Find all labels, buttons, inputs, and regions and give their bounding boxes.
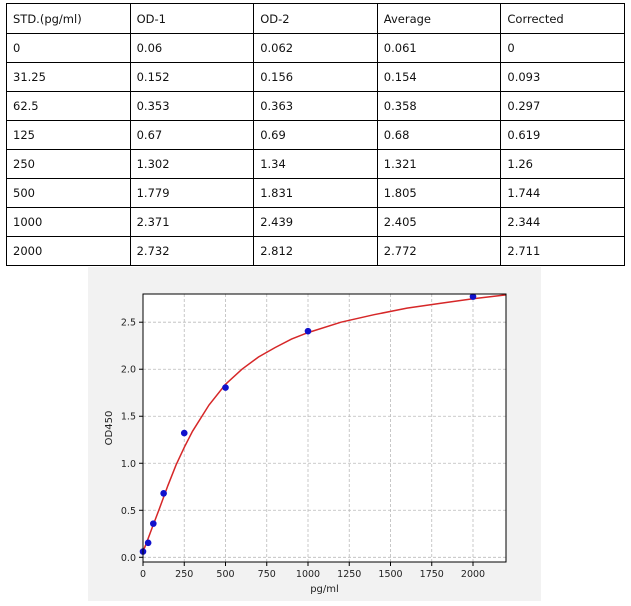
- table-cell: 2.772: [376, 236, 502, 266]
- grid-layer: [142, 294, 506, 562]
- table-cell: 1.831: [253, 178, 378, 208]
- table-cell: 1.302: [129, 149, 255, 179]
- table-cell: 31.25: [6, 62, 131, 92]
- x-tick-label: 500: [216, 569, 234, 580]
- table-cell: 0.062: [253, 33, 378, 63]
- fit-curve-layer: [142, 294, 507, 552]
- x-tick-label: 1000: [296, 569, 320, 580]
- x-axis-label: pg/ml: [310, 584, 339, 595]
- table-cell: 0.619: [500, 120, 625, 150]
- y-tick-label: 0.0: [121, 553, 136, 564]
- header-std: STD.(pg/ml): [6, 3, 131, 34]
- header-od1: OD-1: [129, 3, 255, 34]
- x-tick-label: 250: [175, 569, 193, 580]
- y-tick-label: 0.5: [121, 506, 136, 517]
- table-cell: 1000: [6, 207, 131, 237]
- y-tick-label: 1.0: [121, 459, 136, 470]
- chart-panel: 0 250 500 750 1000 1250 1500 1750 2000 0.0 0.5 1.0 1…: [88, 267, 541, 601]
- y-tick-label: 2.0: [121, 365, 136, 376]
- table-cell: 0.154: [376, 62, 502, 92]
- table-cell: 1.744: [500, 178, 625, 208]
- table-cell: 2.344: [500, 207, 625, 237]
- table-cell: 2.371: [129, 207, 255, 237]
- standard-curve-chart: 0 250 500 750 1000 1250 1500 1750 2000 0.0 0.5 1.0 1…: [104, 293, 507, 595]
- ticks-layer: 0 250 500 750 1000 1250 1500 1750 2000 0.0 0.5 1.0 1…: [121, 318, 485, 580]
- table-row: 2000 2.732 2.812 2.772 2.711: [6, 236, 625, 266]
- data-point: [160, 490, 167, 497]
- table-row: 31.25 0.152 0.156 0.154 0.093: [6, 62, 625, 92]
- x-tick-label: 1750: [420, 569, 444, 580]
- table-cell: 250: [6, 149, 131, 179]
- data-point: [222, 384, 229, 391]
- table-cell: 0.06: [129, 33, 255, 63]
- table-cell: 2.732: [129, 236, 255, 266]
- table-cell: 0.358: [376, 91, 502, 121]
- table-header-row: STD.(pg/ml) OD-1 OD-2 Average Corrected: [6, 3, 625, 34]
- data-point: [469, 293, 477, 300]
- fit-curve-line: [142, 294, 507, 552]
- table-cell: 0.297: [500, 91, 625, 121]
- table-cell: 125: [6, 120, 131, 150]
- x-tick-label: 0: [140, 569, 146, 580]
- table-cell: 0: [6, 33, 131, 63]
- data-point: [304, 327, 312, 335]
- data-point: [144, 539, 152, 547]
- header-average: Average: [376, 3, 502, 34]
- table-cell: 2.405: [376, 207, 502, 237]
- table-cell: 0.69: [253, 120, 378, 150]
- table-cell: 0.061: [376, 33, 502, 63]
- data-point: [180, 429, 188, 437]
- standard-curve-table: STD.(pg/ml) OD-1 OD-2 Average Corrected …: [6, 3, 625, 266]
- table-cell: 0.363: [253, 91, 378, 121]
- y-axis-label: OD450: [104, 411, 115, 446]
- table-cell: 0: [500, 33, 625, 63]
- table-cell: 2000: [6, 236, 131, 266]
- table-cell: 0.68: [376, 120, 502, 150]
- table-row: 1000 2.371 2.439 2.405 2.344: [6, 207, 625, 237]
- x-tick-label: 1500: [378, 569, 402, 580]
- y-tick-label: 2.5: [121, 318, 136, 329]
- table-cell: 1.26: [500, 149, 625, 179]
- y-tick-label: 1.5: [121, 412, 136, 423]
- table-cell: 1.34: [253, 149, 378, 179]
- table-cell: 0.093: [500, 62, 625, 92]
- table-row: 250 1.302 1.34 1.321 1.26: [6, 149, 625, 179]
- table-cell: 0.67: [129, 120, 255, 150]
- data-points-layer: [139, 293, 477, 555]
- table-cell: 0.156: [253, 62, 378, 92]
- plot-background: [143, 294, 506, 562]
- table-row: 62.5 0.353 0.363 0.358 0.297: [6, 91, 625, 121]
- table-cell: 1.321: [376, 149, 502, 179]
- table-cell: 0.152: [129, 62, 255, 92]
- table-cell: 2.711: [500, 236, 625, 266]
- table-cell: 62.5: [6, 91, 131, 121]
- table-row: 0 0.06 0.062 0.061 0: [6, 33, 625, 63]
- x-tick-label: 750: [258, 569, 276, 580]
- table-cell: 2.439: [253, 207, 378, 237]
- table-cell: 1.805: [376, 178, 502, 208]
- table-cell: 1.779: [129, 178, 255, 208]
- header-corrected: Corrected: [500, 3, 625, 34]
- table-row: 500 1.779 1.831 1.805 1.744: [6, 178, 625, 208]
- x-tick-label: 2000: [461, 569, 485, 580]
- table-cell: 500: [6, 178, 131, 208]
- plot-frame: [142, 293, 507, 563]
- table-row: 125 0.67 0.69 0.68 0.619: [6, 120, 625, 150]
- header-od2: OD-2: [253, 3, 378, 34]
- table-cell: 0.353: [129, 91, 255, 121]
- table-cell: 2.812: [253, 236, 378, 266]
- x-tick-label: 1250: [337, 569, 361, 580]
- data-point: [150, 520, 157, 527]
